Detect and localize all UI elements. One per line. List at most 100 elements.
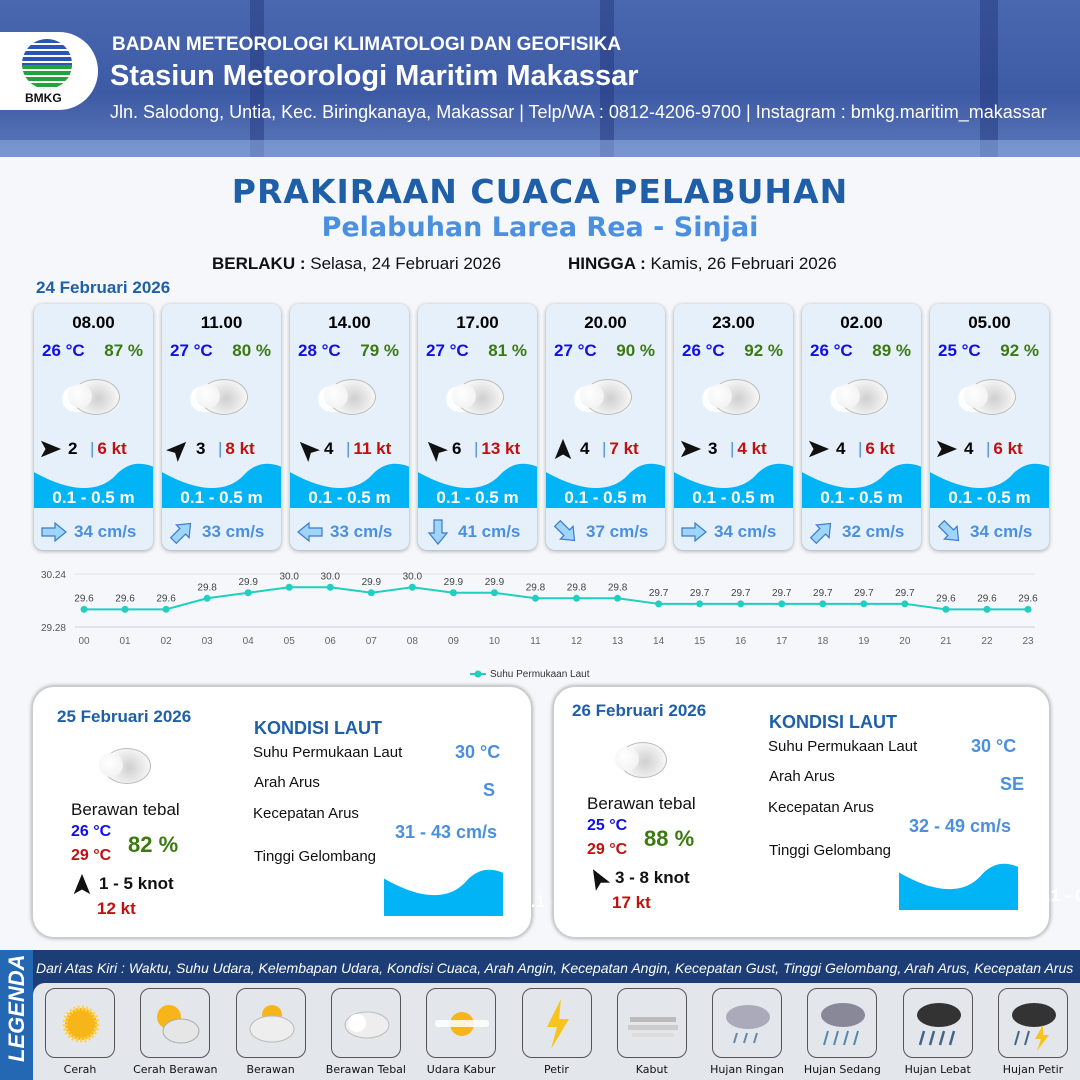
wind-speed: 6 xyxy=(452,439,462,458)
current-arrow-icon xyxy=(681,521,707,543)
wave-height: 0.1 - 0.5 m xyxy=(674,462,793,508)
data-label: 30.0 xyxy=(403,571,423,582)
data-label: 29.7 xyxy=(731,588,751,599)
current-info: 32 cm/s xyxy=(808,520,904,545)
wind-arrow-icon xyxy=(936,440,958,458)
contact-info: Jln. Salodong, Untia, Kec. Biringkanaya,… xyxy=(110,102,1047,122)
data-label: 29.6 xyxy=(156,593,176,604)
x-tick-label: 16 xyxy=(735,636,747,647)
wind-speed: 4 xyxy=(836,439,846,458)
current-speed: 33 cm/s xyxy=(202,522,265,541)
weather-condition: Berawan tebal xyxy=(71,800,180,819)
data-point xyxy=(778,600,786,608)
humidity: 90 % xyxy=(616,341,655,360)
data-label: 29.7 xyxy=(813,588,833,599)
wind-speed: 4 xyxy=(964,439,974,458)
air-temperature: 27 °C xyxy=(554,341,597,360)
legend: LEGENDA Dari Atas Kiri : Waktu, Suhu Uda… xyxy=(0,950,1080,1080)
temp-min: 25 °C xyxy=(587,817,628,834)
sst-value: 30 °C xyxy=(971,736,1017,756)
forecast-card: 05.00 25 °C 92 % 4 | 6 kt 0.1 - 0.5 m 34 c… xyxy=(930,304,1049,550)
wind-info: 2 | 6 kt xyxy=(40,438,150,460)
wind-arrow-icon xyxy=(554,438,572,460)
data-point xyxy=(121,605,129,613)
cloud-icon xyxy=(318,376,378,418)
data-label: 29.8 xyxy=(197,582,217,593)
wave-height: 0.1 - 0.5 m xyxy=(546,462,665,508)
current-speed-label: Kecepatan Arus xyxy=(768,799,874,816)
forecast-card: 14.00 28 °C 79 % 4 | 11 kt 0.1 - 0.5 m 33 … xyxy=(290,304,409,550)
gust-speed: 6 kt xyxy=(993,439,1023,458)
gust-speed: 4 kt xyxy=(737,439,767,458)
data-point xyxy=(983,605,991,613)
gust-speed: 6 kt xyxy=(865,439,895,458)
cloud-icon xyxy=(830,376,890,418)
current-dir: SE xyxy=(1000,774,1025,794)
forecast-time: 05.00 xyxy=(968,313,1011,332)
current-speed: 37 cm/s xyxy=(586,522,649,541)
legend-label: Suhu Permukaan Laut xyxy=(490,669,590,680)
air-temperature: 26 °C xyxy=(682,341,725,360)
legend-label: Kabut xyxy=(635,1063,668,1076)
berawan-icon xyxy=(235,988,306,1058)
legend-label: Berawan xyxy=(246,1063,295,1076)
legend-label: Hujan Sedang xyxy=(803,1063,881,1076)
gust-speed: 11 kt xyxy=(353,439,392,458)
humidity: 80 % xyxy=(232,341,271,360)
temp-max: 29 °C xyxy=(587,841,628,858)
wind-info: 6 | 13 kt xyxy=(424,438,534,462)
page-subtitle: Pelabuhan Larea Rea - Sinjai xyxy=(321,212,759,243)
hujan-ringan-icon xyxy=(712,988,783,1058)
valid-to: HINGGA : Kamis, 26 Februari 2026 xyxy=(568,254,837,273)
data-point xyxy=(531,594,539,602)
forecast-time: 20.00 xyxy=(584,313,627,332)
current-arrow-icon xyxy=(809,522,832,545)
current-dir: S xyxy=(483,780,496,800)
data-label: 30.0 xyxy=(321,571,341,582)
wave-height: 0.1 - 0.5 m xyxy=(802,462,921,508)
cloud-icon xyxy=(702,376,762,418)
air-temperature: 28 °C xyxy=(298,341,341,360)
current-info: 34 cm/s xyxy=(40,520,136,544)
wave-label: Tinggi Gelombang xyxy=(769,842,892,859)
forecast-card: 11.00 27 °C 80 % 3 | 8 kt 0.1 - 0.5 m 33 c… xyxy=(162,304,281,550)
wind-speed: 4 xyxy=(324,439,334,458)
data-point xyxy=(573,594,581,602)
forecast-card: 23.00 26 °C 92 % 3 | 4 kt 0.1 - 0.5 m 34 c… xyxy=(674,304,793,550)
x-tick-label: 21 xyxy=(940,636,952,647)
wave-height: 0.1 - 0.5 m xyxy=(384,868,604,916)
forecast-time: 14.00 xyxy=(328,313,371,332)
cloud-icon xyxy=(574,376,634,418)
data-point xyxy=(696,600,704,608)
cloud-icon xyxy=(93,745,153,787)
data-label: 29.6 xyxy=(977,593,997,604)
data-label: 29.9 xyxy=(485,577,505,588)
current-speed: 34 cm/s xyxy=(970,522,1033,541)
forecast-card: 08.00 26 °C 87 % 2 | 6 kt 0.1 - 0.5 m 34 c… xyxy=(34,304,153,550)
x-tick-label: 06 xyxy=(325,636,337,647)
bmkg-logo: BMKG xyxy=(0,32,98,110)
data-point xyxy=(203,594,211,602)
x-tick-label: 04 xyxy=(243,636,255,647)
data-point xyxy=(80,605,88,613)
agency-name: BADAN METEOROLOGI KLIMATOLOGI DAN GEOFIS… xyxy=(112,34,622,55)
berawan-tebal-icon xyxy=(330,988,401,1058)
air-temperature: 27 °C xyxy=(426,341,469,360)
data-point xyxy=(655,600,663,608)
x-tick-label: 17 xyxy=(776,636,788,647)
temp-min: 26 °C xyxy=(71,823,112,840)
data-label: 29.7 xyxy=(649,588,669,599)
daily-summary-panel: 25 Februari 2026 Berawan tebal 26 °C 29 … xyxy=(32,686,604,938)
legend-description: Dari Atas Kiri : Waktu, Suhu Udara, Kele… xyxy=(36,960,1074,976)
wind-arrow-icon xyxy=(592,869,611,891)
wave-height: 0.1 - 0.5 m xyxy=(290,462,409,508)
wave-height: 0.1 - 0.5 m xyxy=(34,462,153,508)
day1-date: 24 Februari 2026 xyxy=(36,278,171,297)
x-tick-label: 03 xyxy=(202,636,214,647)
legend-label: Hujan Ringan xyxy=(710,1063,785,1076)
page-title: PRAKIRAAN CUACA PELABUHAN xyxy=(231,172,849,211)
cerah-berawan-icon xyxy=(140,988,211,1058)
sea-temperature-chart: 30.24 29.28 29.6 00 29.6 01 29.6 02 29.8 03 29.9 04… xyxy=(41,570,1038,680)
humidity: 81 % xyxy=(488,341,527,360)
current-info: 37 cm/s xyxy=(552,519,649,544)
